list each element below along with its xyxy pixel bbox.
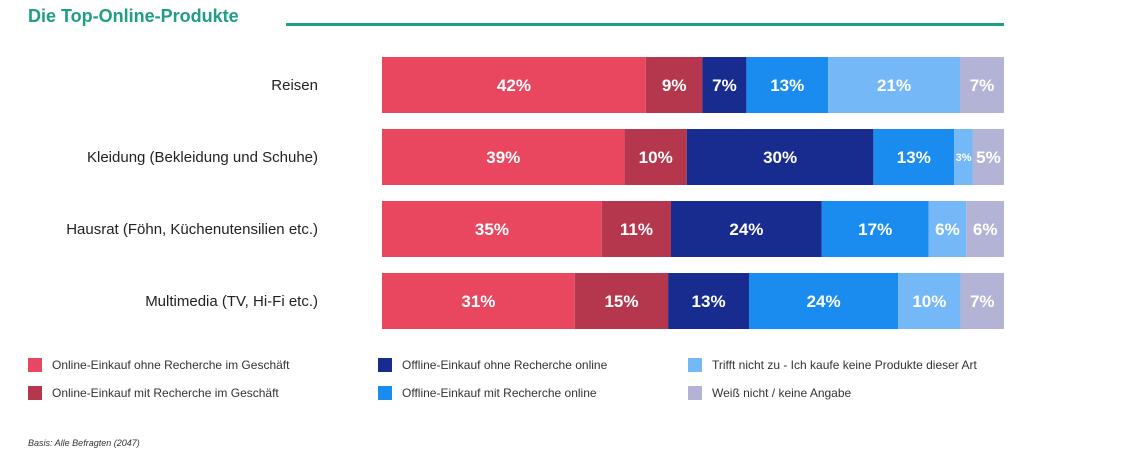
category-label: Reisen xyxy=(271,77,318,94)
legend-label: Offline-Einkauf ohne Recherche online xyxy=(402,358,608,372)
legend-swatch xyxy=(378,358,392,372)
bar-value-label: 30% xyxy=(763,148,797,167)
bar-value-label: 11% xyxy=(620,220,653,239)
legend-item: Offline-Einkauf ohne Recherche online xyxy=(378,358,607,372)
bar-segment xyxy=(960,273,1004,329)
bar-value-label: 13% xyxy=(897,148,931,167)
bar-segment xyxy=(382,129,625,185)
bar-segment xyxy=(746,57,829,113)
bar-segment xyxy=(702,57,747,113)
bar-value-label: 6% xyxy=(973,220,998,239)
bar-segment xyxy=(382,273,575,329)
bar-segment xyxy=(668,273,749,329)
bar-segment xyxy=(382,57,646,113)
legend: Online-Einkauf ohne Recherche im Geschäf… xyxy=(28,358,1028,418)
bar-segment xyxy=(382,201,602,257)
bar-segment xyxy=(624,129,687,185)
legend-label: Trifft nicht zu - Ich kaufe keine Produk… xyxy=(712,358,977,372)
bar-value-label: 6% xyxy=(935,220,960,239)
bar-value-label: 24% xyxy=(807,292,841,311)
legend-item: Trifft nicht zu - Ich kaufe keine Produk… xyxy=(688,358,977,372)
bar-segment xyxy=(645,57,703,113)
bar-segment xyxy=(928,201,967,257)
legend-item: Weiß nicht / keine Angabe xyxy=(688,386,851,400)
bar-value-label: 7% xyxy=(970,76,995,95)
legend-label: Weiß nicht / keine Angabe xyxy=(712,386,852,400)
bar-value-label: 42% xyxy=(497,76,531,95)
legend-swatch xyxy=(28,358,42,372)
bar-value-label: 35% xyxy=(475,220,509,239)
bar-value-label: 15% xyxy=(604,292,638,311)
category-label: Kleidung (Bekleidung und Schuhe) xyxy=(87,149,318,166)
bar-value-label: 39% xyxy=(486,148,520,167)
legend-item: Online-Einkauf mit Recherche im Geschäft xyxy=(28,386,279,400)
bar-value-label: 24% xyxy=(729,220,763,239)
bar-value-label: 31% xyxy=(461,292,495,311)
category-label: Multimedia (TV, Hi-Fi etc.) xyxy=(145,293,318,310)
bar-segment xyxy=(574,273,669,329)
bar-segment xyxy=(960,57,1004,113)
legend-swatch xyxy=(688,386,702,400)
bar-value-label: 3% xyxy=(956,152,972,164)
bar-value-label: 21% xyxy=(877,76,911,95)
bar-segment xyxy=(601,201,672,257)
legend-label: Online-Einkauf ohne Recherche im Geschäf… xyxy=(52,358,290,372)
bar-value-label: 17% xyxy=(858,220,892,239)
bar-value-label: 10% xyxy=(639,148,673,167)
legend-swatch xyxy=(28,386,42,400)
bar-segment xyxy=(748,273,899,329)
bar-value-label: 5% xyxy=(976,148,1001,167)
legend-swatch xyxy=(378,386,392,400)
title-underline xyxy=(286,23,1004,26)
bar-segment xyxy=(954,129,973,185)
footnote: Basis: Alle Befragten (2047) xyxy=(28,438,140,448)
bar-value-label: 13% xyxy=(770,76,804,95)
legend-label: Online-Einkauf mit Recherche im Geschäft xyxy=(52,386,279,400)
bar-value-label: 13% xyxy=(692,292,726,311)
bar-segment xyxy=(873,129,955,185)
bar-value-label: 10% xyxy=(912,292,946,311)
category-label: Hausrat (Föhn, Küchenutensilien etc.) xyxy=(66,221,318,238)
bar-value-label: 7% xyxy=(712,76,737,95)
legend-item: Offline-Einkauf mit Recherche online xyxy=(378,386,597,400)
legend-item: Online-Einkauf ohne Recherche im Geschäf… xyxy=(28,358,289,372)
bar-segment xyxy=(966,201,1004,257)
bar-segment xyxy=(671,201,822,257)
bar-segment xyxy=(972,129,1004,185)
bar-segment xyxy=(686,129,874,185)
chart-title: Die Top-Online-Produkte xyxy=(28,6,239,26)
bar-segment xyxy=(821,201,929,257)
bar-segment xyxy=(898,273,961,329)
bar-value-label: 7% xyxy=(970,292,995,311)
bar-value-label: 9% xyxy=(662,76,687,95)
legend-swatch xyxy=(688,358,702,372)
stacked-bar-chart: Reisen 42% 9% 7% 13% 21% 7% Kleidung (Bekleidun… xyxy=(66,57,1004,329)
legend-label: Offline-Einkauf mit Recherche online xyxy=(402,386,597,400)
bar-segment xyxy=(828,57,961,113)
